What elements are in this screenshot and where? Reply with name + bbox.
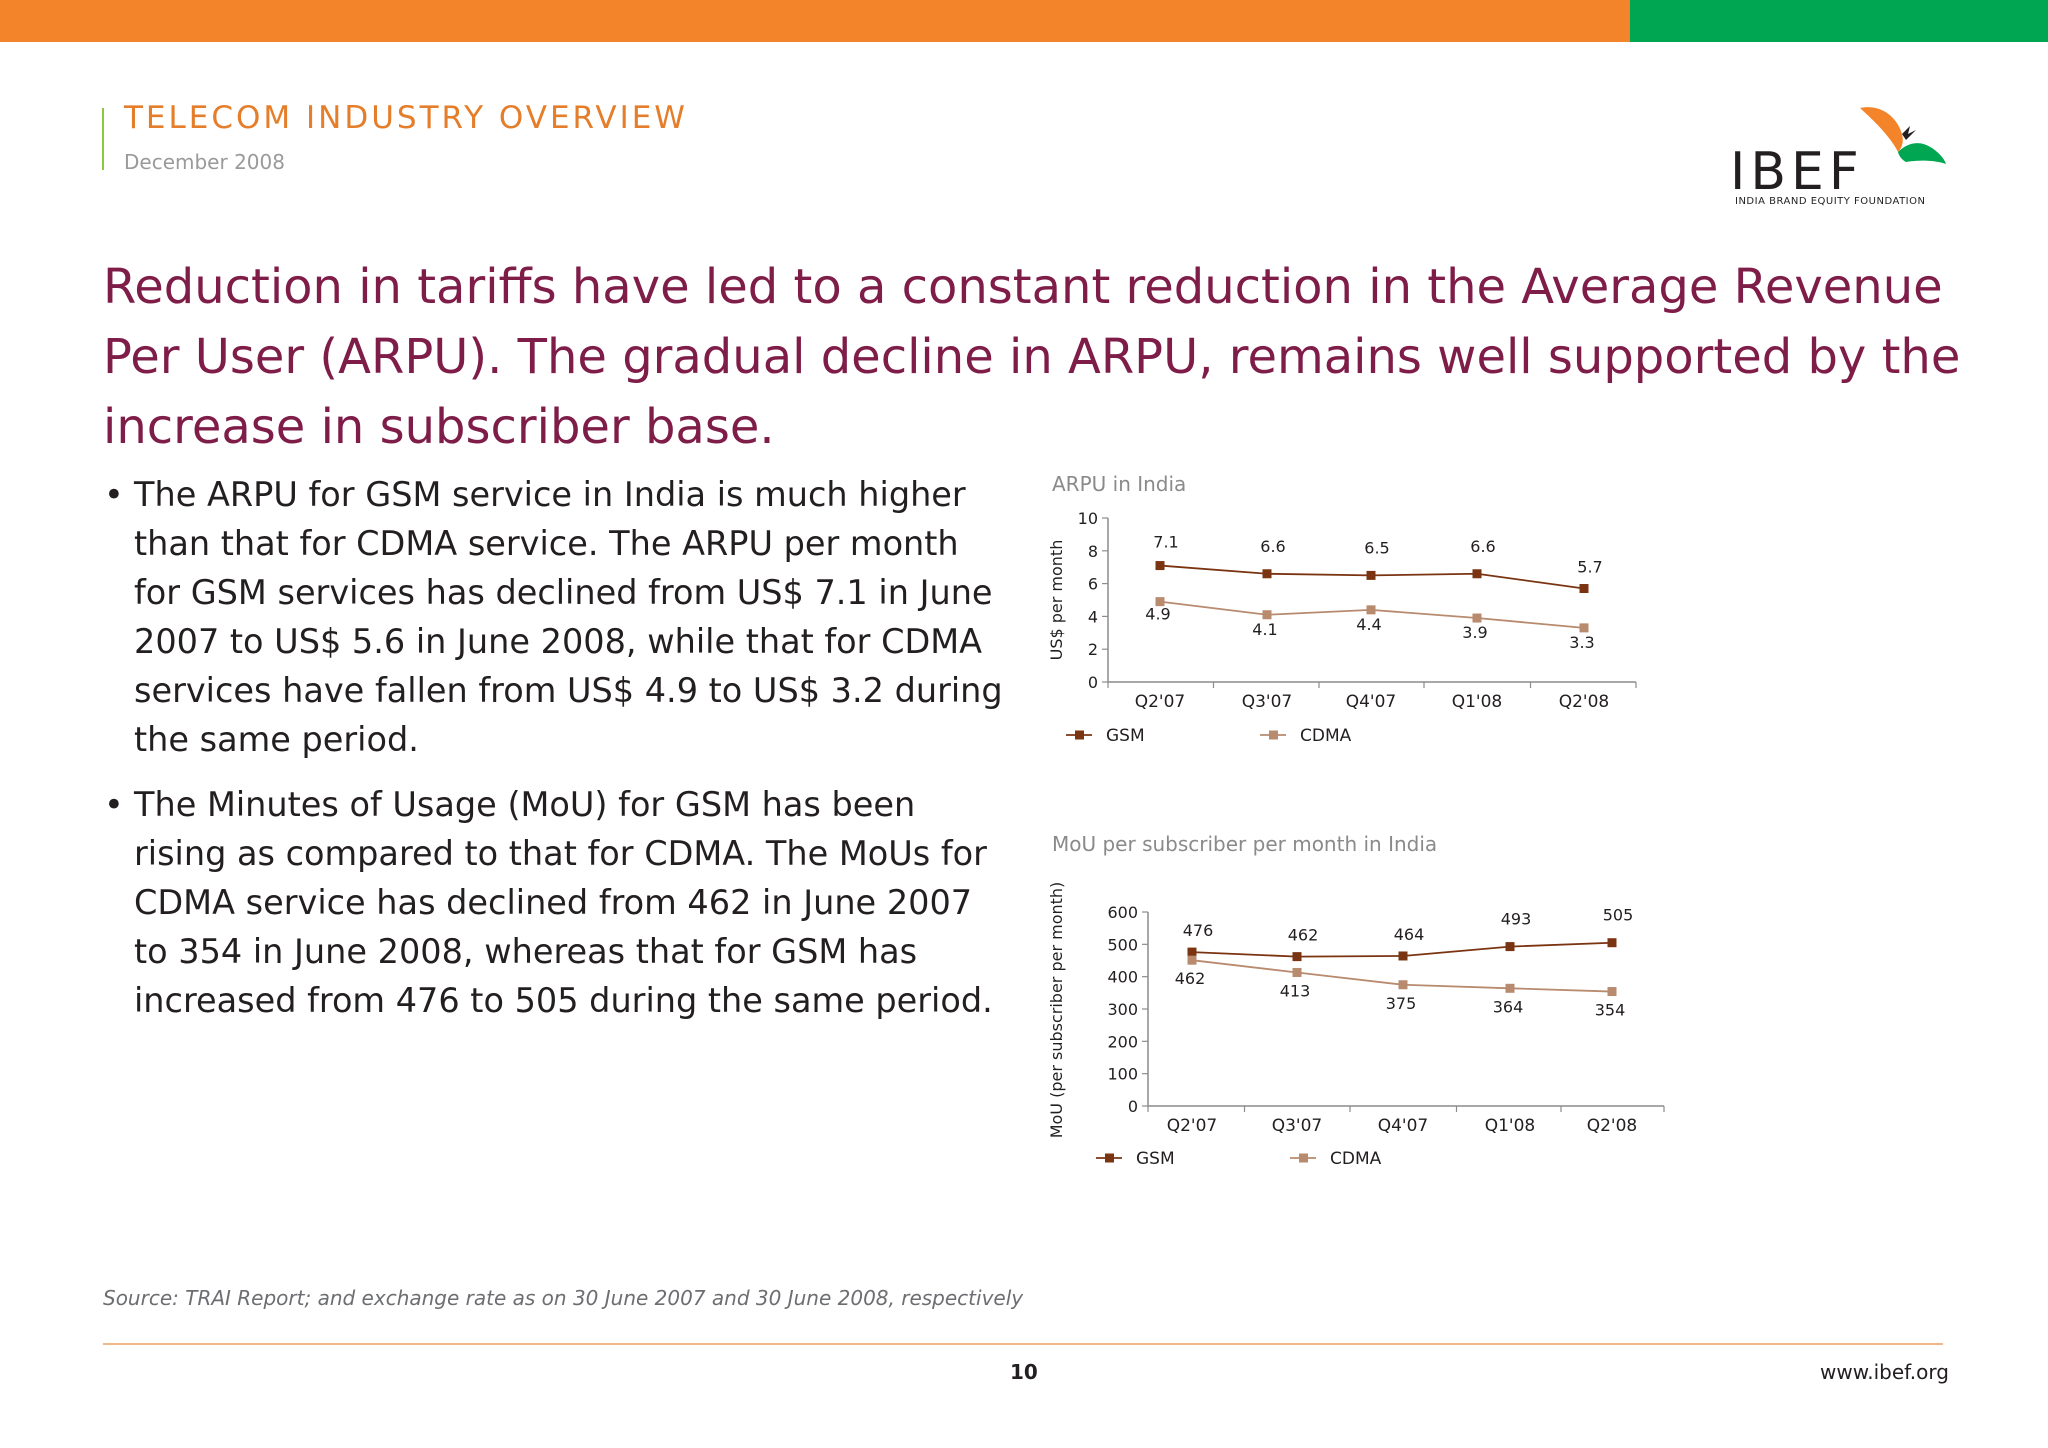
data-label-gsm: 6.5	[1364, 538, 1389, 557]
y-tick-label: 6	[1088, 575, 1098, 594]
x-tick-label: Q4'07	[1346, 692, 1397, 712]
data-point-gsm	[1292, 952, 1302, 962]
x-tick-label: Q3'07	[1272, 1116, 1323, 1136]
report-date: December 2008	[124, 150, 285, 174]
section-title: TELECOM INDUSTRY OVERVIEW	[124, 100, 688, 136]
footer-divider	[103, 1343, 1943, 1345]
bullet-mou: The Minutes of Usage (MoU) for GSM has b…	[104, 780, 1014, 1025]
data-label-cdma: 4.9	[1145, 605, 1170, 624]
x-tick-label: Q1'08	[1485, 1116, 1536, 1136]
data-label-gsm: 5.7	[1577, 558, 1602, 577]
data-point-cdma	[1262, 610, 1272, 620]
data-label-gsm: 6.6	[1470, 537, 1495, 556]
headline: Reduction in tariffs have led to a const…	[103, 259, 1961, 455]
data-label-gsm: 7.1	[1153, 533, 1178, 552]
data-label-cdma: 413	[1280, 981, 1311, 1000]
data-point-gsm	[1262, 569, 1272, 579]
bullet-list: The ARPU for GSM service in India is muc…	[104, 470, 1014, 1041]
y-tick-label: 300	[1107, 1000, 1138, 1019]
y-tick-label: 100	[1107, 1065, 1138, 1084]
legend-marker-cdma	[1269, 730, 1278, 740]
data-point-cdma	[1398, 980, 1408, 990]
ibef-logo: IBEF INDIA BRAND EQUITY FOUNDATION	[1730, 100, 1948, 212]
x-tick-label: Q2'08	[1587, 1116, 1638, 1136]
y-tick-label: 10	[1078, 509, 1098, 528]
data-point-gsm	[1187, 947, 1197, 957]
x-tick-label: Q2'08	[1559, 692, 1610, 712]
data-point-cdma	[1292, 967, 1302, 977]
data-label-cdma: 3.9	[1462, 623, 1487, 642]
y-axis-label: US$ per month	[1047, 540, 1066, 661]
data-point-gsm	[1472, 569, 1482, 579]
x-tick-label: Q2'07	[1135, 692, 1186, 712]
data-point-cdma	[1472, 613, 1482, 623]
top-orange-bar	[0, 0, 1630, 42]
website-link[interactable]: www.ibef.org	[1820, 1360, 1949, 1384]
legend-label-gsm: GSM	[1106, 726, 1145, 746]
mou-chart-title: MoU per subscriber per month in India	[1052, 832, 1438, 856]
bird-logo-icon	[1860, 107, 1946, 164]
x-tick-label: Q3'07	[1242, 692, 1293, 712]
legend-label-gsm: GSM	[1136, 1149, 1175, 1169]
data-label-cdma: 375	[1386, 994, 1417, 1013]
logo-text: IBEF	[1730, 142, 1864, 202]
y-axis-label: MoU (per subscriber per month)	[1047, 882, 1066, 1139]
data-label-cdma: 4.4	[1356, 615, 1381, 634]
y-tick-label: 200	[1107, 1032, 1138, 1051]
data-point-cdma	[1155, 597, 1165, 607]
y-tick-label: 400	[1107, 968, 1138, 987]
data-label-cdma: 3.3	[1569, 633, 1594, 652]
data-label-gsm: 464	[1394, 925, 1425, 944]
y-tick-label: 8	[1088, 542, 1098, 561]
data-point-gsm	[1579, 584, 1589, 594]
y-tick-label: 600	[1107, 903, 1138, 922]
data-point-gsm	[1505, 942, 1515, 952]
x-tick-label: Q2'07	[1167, 1116, 1218, 1136]
data-point-cdma	[1366, 605, 1376, 615]
data-label-cdma: 364	[1493, 997, 1524, 1016]
data-point-cdma	[1505, 983, 1515, 993]
data-point-gsm	[1366, 570, 1376, 580]
top-green-bar	[1630, 0, 2048, 42]
x-tick-label: Q1'08	[1452, 692, 1503, 712]
arpu-chart-title: ARPU in India	[1052, 472, 1187, 496]
data-label-gsm: 505	[1603, 906, 1634, 925]
data-point-cdma	[1607, 987, 1617, 997]
x-tick-label: Q4'07	[1378, 1116, 1429, 1136]
data-label-cdma: 4.1	[1252, 620, 1277, 639]
y-tick-label: 4	[1088, 607, 1098, 626]
legend-marker-cdma	[1299, 1153, 1308, 1163]
header-divider	[102, 108, 104, 170]
data-point-cdma	[1579, 623, 1589, 633]
y-tick-label: 0	[1088, 673, 1098, 692]
y-tick-label: 0	[1128, 1097, 1138, 1116]
data-point-gsm	[1398, 951, 1408, 961]
legend-marker-gsm	[1075, 730, 1084, 740]
logo-subtitle: INDIA BRAND EQUITY FOUNDATION	[1735, 196, 1926, 207]
data-point-gsm	[1607, 938, 1617, 948]
page-number: 10	[1010, 1360, 1038, 1384]
bullet-arpu: The ARPU for GSM service in India is muc…	[104, 470, 1014, 764]
data-label-cdma: 354	[1595, 1001, 1626, 1020]
legend-label-cdma: CDMA	[1300, 726, 1352, 746]
data-label-gsm: 6.6	[1260, 537, 1285, 556]
source-note: Source: TRAI Report; and exchange rate a…	[103, 1286, 1024, 1310]
data-label-cdma: 462	[1175, 969, 1206, 988]
y-tick-label: 500	[1107, 935, 1138, 954]
data-label-gsm: 476	[1183, 921, 1214, 940]
y-tick-label: 2	[1088, 640, 1098, 659]
data-label-gsm: 493	[1501, 910, 1532, 929]
data-label-gsm: 462	[1288, 926, 1319, 945]
legend-label-cdma: CDMA	[1330, 1149, 1382, 1169]
data-point-cdma	[1187, 955, 1197, 965]
legend-marker-gsm	[1105, 1153, 1114, 1163]
data-point-gsm	[1155, 561, 1165, 571]
